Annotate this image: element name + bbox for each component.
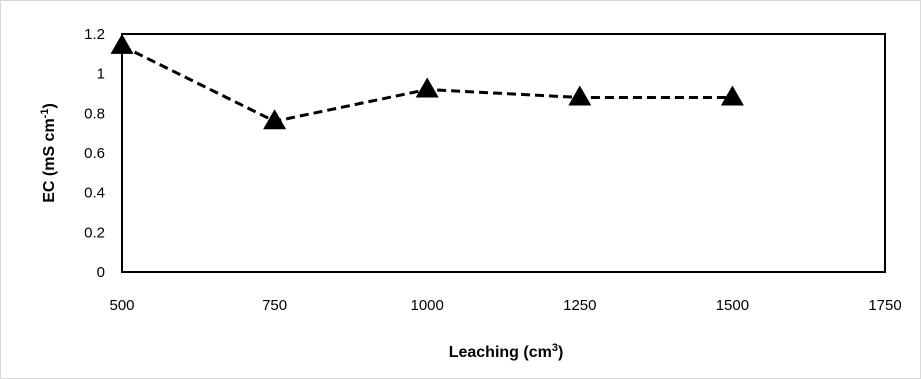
series-group: [110, 33, 744, 130]
x-axis-title: Leaching (cm3): [449, 342, 564, 361]
x-tick-label: 1750: [868, 297, 901, 314]
data-point-triangle: [568, 85, 592, 106]
y-axis-ticks: 0 0.2 0.4 0.6 0.8 1 1.2: [84, 26, 105, 281]
data-point-triangle: [415, 77, 439, 98]
data-point-triangle: [720, 85, 744, 106]
y-tick-label: 1.2: [84, 26, 105, 43]
y-tick-label: 0: [97, 264, 105, 281]
y-tick-label: 0.2: [84, 224, 105, 241]
y-tick-label: 0.8: [84, 105, 105, 122]
y-tick-label: 0.6: [84, 145, 105, 162]
y-tick-label: 1: [97, 66, 105, 83]
x-tick-label: 1000: [411, 297, 444, 314]
plot-area: [121, 33, 886, 273]
y-tick-label: 0.4: [84, 185, 105, 202]
x-tick-label: 1500: [716, 297, 749, 314]
x-tick-label: 500: [109, 297, 134, 314]
data-point-triangle: [263, 109, 287, 130]
x-tick-label: 750: [262, 297, 287, 314]
y-axis-title: EC (mS cm-1): [39, 103, 58, 203]
x-tick-label: 1250: [563, 297, 596, 314]
x-axis-ticks: 500 750 1000 1250 1500 1750: [109, 297, 901, 314]
data-point-triangle: [110, 33, 134, 54]
